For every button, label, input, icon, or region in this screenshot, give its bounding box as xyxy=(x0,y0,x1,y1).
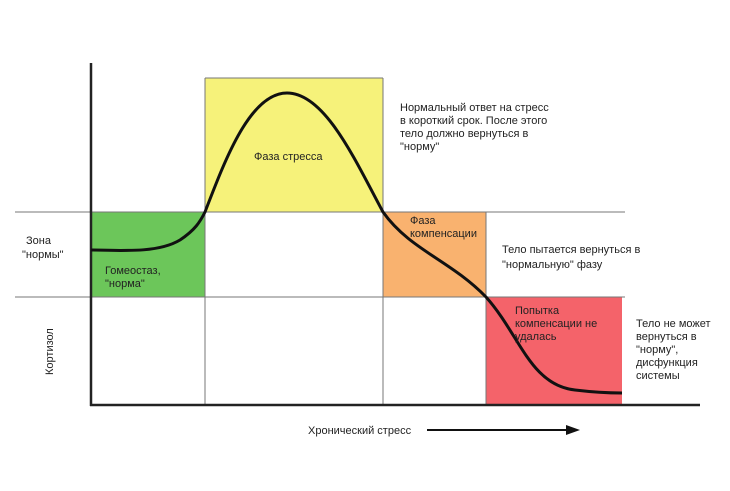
box-label: Попытка xyxy=(515,305,560,317)
note: дисфункция xyxy=(636,357,698,369)
zone-label: Зона xyxy=(26,235,52,247)
box-label: Гомеостаз, xyxy=(105,265,161,277)
box-label: Фаза стресса xyxy=(254,151,323,163)
note: Нормальный ответ на стресс xyxy=(400,102,549,114)
note: "нормальную" фазу xyxy=(502,259,603,271)
failure-box xyxy=(486,297,622,405)
box-label: "норма" xyxy=(105,278,145,290)
y-axis-label: Кортизол xyxy=(44,328,56,375)
cortisol-curve xyxy=(90,91,623,395)
arrow-head xyxy=(566,425,580,435)
box-label: удалась xyxy=(515,331,557,343)
box-label: компенсации xyxy=(410,228,477,240)
zone-label: "нормы" xyxy=(22,249,64,261)
note: в короткий срок. После этого xyxy=(400,115,547,127)
homeostasis-box xyxy=(91,212,205,297)
note: "норму" xyxy=(400,141,439,153)
note: "норму", xyxy=(636,344,678,356)
note: Тело не может xyxy=(636,318,711,330)
note: системы xyxy=(636,370,680,382)
box-label: компенсации не xyxy=(515,318,597,330)
note: вернуться в xyxy=(636,331,697,343)
note: Тело пытается вернуться в xyxy=(502,244,640,256)
note: тело должно вернуться в xyxy=(400,128,529,140)
box-label: Фаза xyxy=(410,215,436,227)
x-axis-label: Хронический стресс xyxy=(308,425,412,437)
